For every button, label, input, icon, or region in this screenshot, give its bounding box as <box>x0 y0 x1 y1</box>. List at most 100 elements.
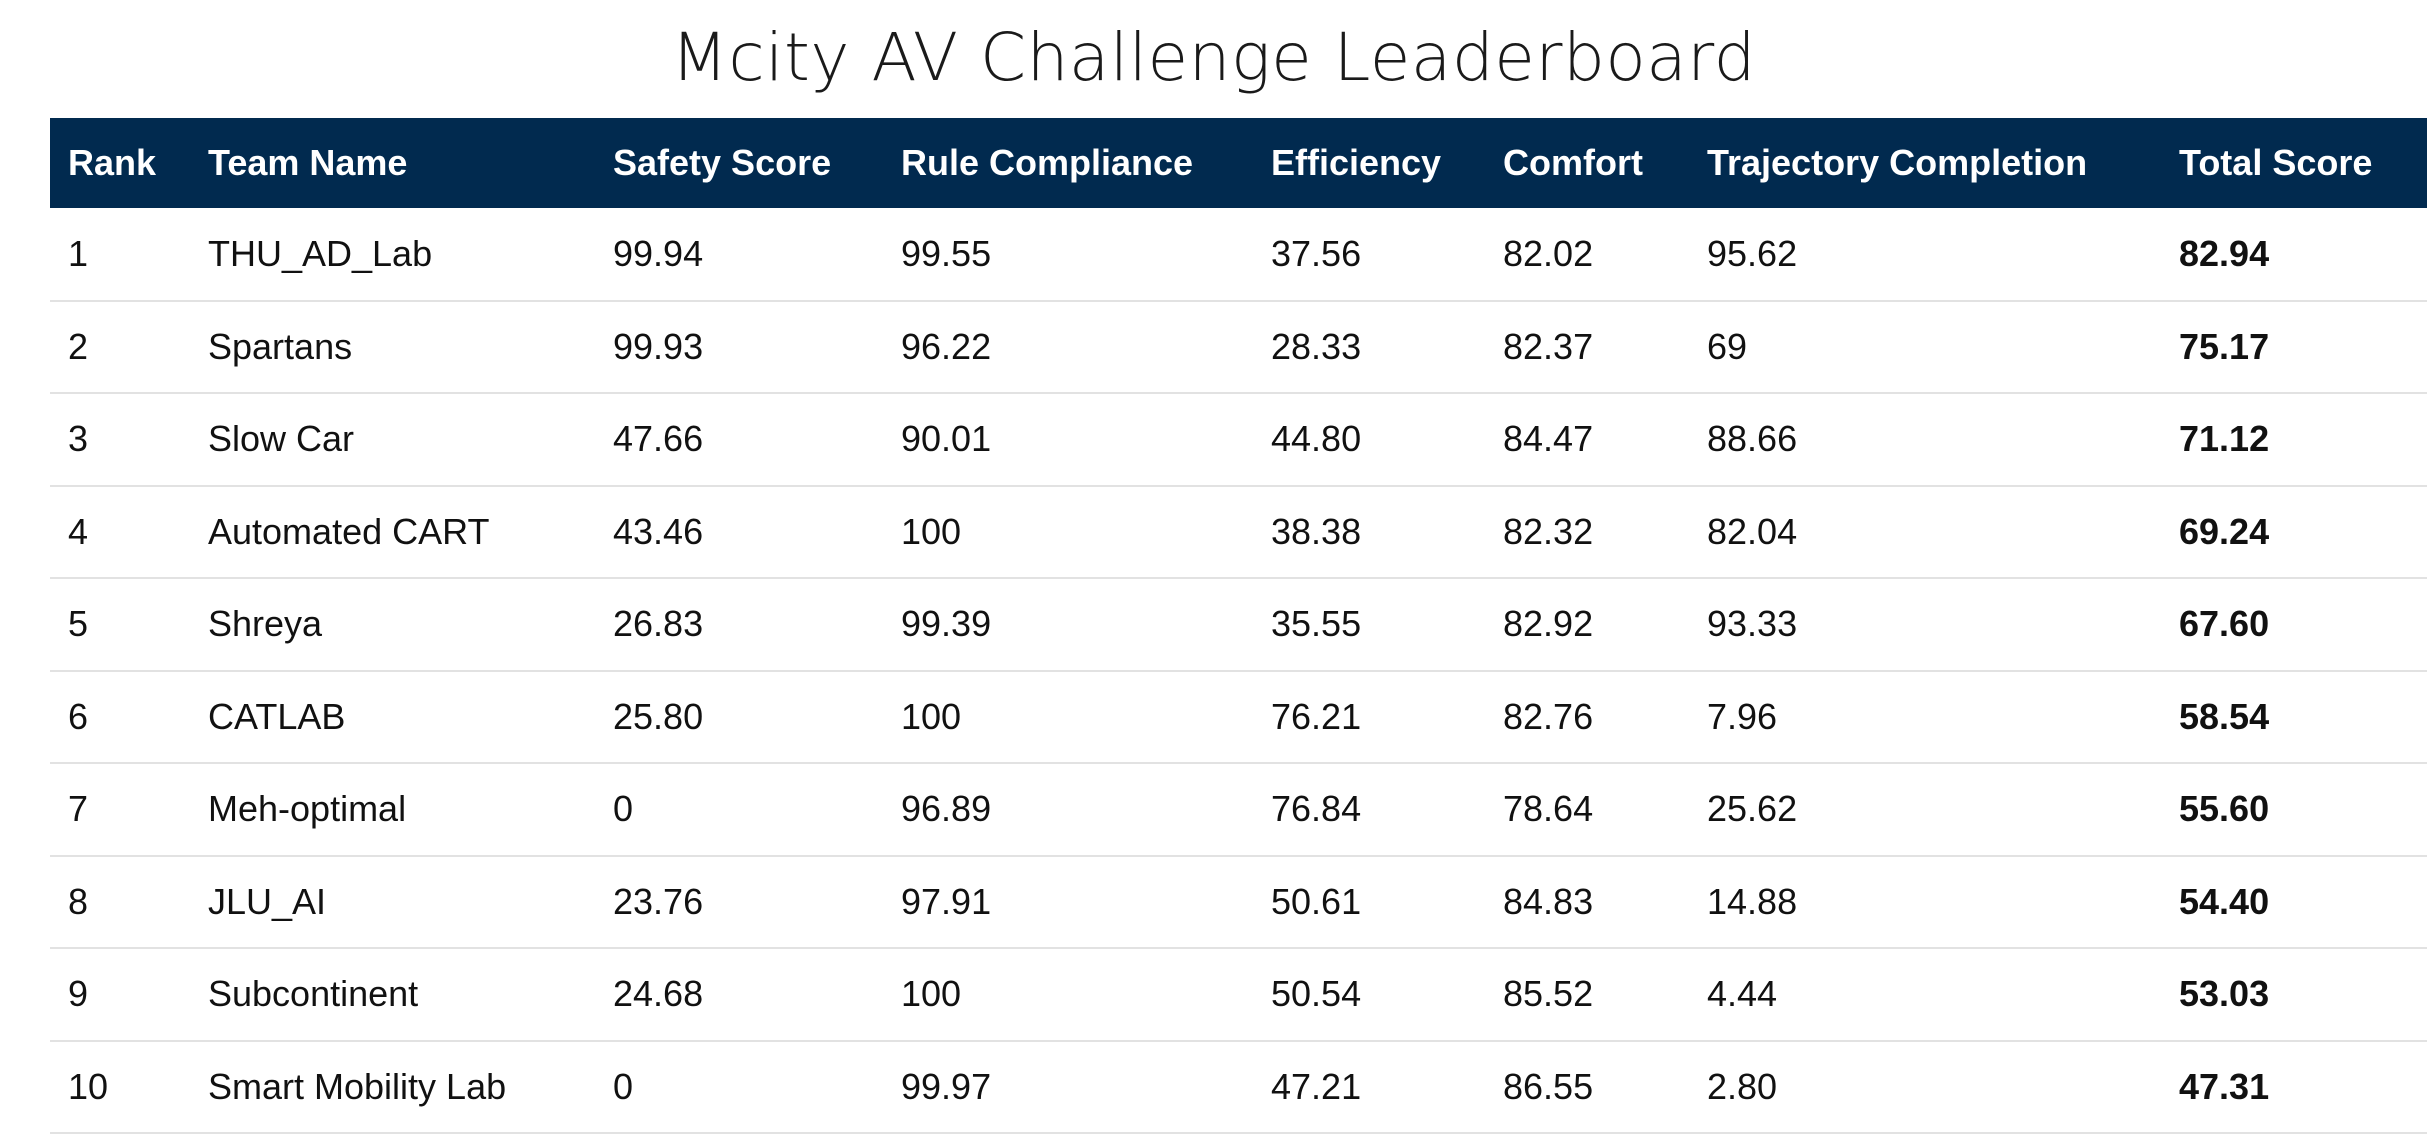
cell-efficiency: 76.84 <box>1271 788 1362 830</box>
cell-comfort: 82.02 <box>1503 232 1594 274</box>
cell-rank: 2 <box>68 325 89 367</box>
cell-total-score: 69.24 <box>2179 510 2270 552</box>
header-efficiency[interactable]: Efficiency <box>1271 142 1442 183</box>
cell-rule-compliance: 96.22 <box>901 325 992 367</box>
cell-rule-compliance: 97.91 <box>901 880 992 922</box>
cell-trajectory-completion: 88.66 <box>1707 418 1798 460</box>
cell-comfort: 82.76 <box>1503 695 1594 737</box>
leaderboard-table: Rank Team Name Safety Score Rule Complia… <box>50 118 2427 1134</box>
header-trajectory-completion[interactable]: Trajectory Completion <box>1707 142 2088 183</box>
cell-rank: 10 <box>68 1065 109 1107</box>
table-row: 7 Meh-optimal 0 96.89 76.84 78.64 25.62 … <box>50 763 2427 856</box>
cell-total-score: 55.60 <box>2179 788 2270 830</box>
header-rank[interactable]: Rank <box>68 142 157 183</box>
cell-team-name: Spartans <box>208 325 353 367</box>
cell-total-score: 82.94 <box>2179 232 2270 274</box>
cell-rank: 6 <box>68 695 89 737</box>
header-row: Rank Team Name Safety Score Rule Complia… <box>50 118 2427 208</box>
cell-rule-compliance: 100 <box>901 510 962 552</box>
header-team-name[interactable]: Team Name <box>208 142 408 183</box>
page-title: Mcity AV Challenge Leaderboard <box>670 19 1757 96</box>
cell-total-score: 47.31 <box>2179 1065 2270 1107</box>
cell-rank: 8 <box>68 880 89 922</box>
cell-efficiency: 35.55 <box>1271 603 1362 645</box>
cell-trajectory-completion: 7.96 <box>1707 695 1778 737</box>
cell-trajectory-completion: 14.88 <box>1707 880 1798 922</box>
cell-safety-score: 99.93 <box>613 325 704 367</box>
cell-safety-score: 26.83 <box>613 603 704 645</box>
cell-trajectory-completion: 93.33 <box>1707 603 1798 645</box>
cell-efficiency: 28.33 <box>1271 325 1362 367</box>
cell-comfort: 82.32 <box>1503 510 1594 552</box>
cell-safety-score: 99.94 <box>613 232 704 274</box>
cell-comfort: 82.92 <box>1503 603 1594 645</box>
cell-comfort: 86.55 <box>1503 1065 1594 1107</box>
cell-comfort: 78.64 <box>1503 788 1594 830</box>
table-row: 1 THU_AD_Lab 99.94 99.55 37.56 82.02 95.… <box>50 208 2427 301</box>
cell-total-score: 67.60 <box>2179 603 2270 645</box>
cell-rank: 1 <box>68 232 89 274</box>
cell-team-name: Automated CART <box>208 510 490 552</box>
cell-rule-compliance: 100 <box>901 695 962 737</box>
cell-rank: 3 <box>68 418 89 460</box>
table-row: 4 Automated CART 43.46 100 38.38 82.32 8… <box>50 486 2427 578</box>
cell-safety-score: 47.66 <box>613 418 704 460</box>
cell-total-score: 58.54 <box>2179 695 2270 737</box>
cell-team-name: THU_AD_Lab <box>208 232 433 274</box>
cell-team-name: Meh-optimal <box>208 788 407 830</box>
cell-comfort: 84.83 <box>1503 880 1594 922</box>
cell-trajectory-completion: 25.62 <box>1707 788 1798 830</box>
table-header: Rank Team Name Safety Score Rule Complia… <box>50 118 2427 208</box>
cell-trajectory-completion: 4.44 <box>1707 973 1778 1015</box>
cell-safety-score: 43.46 <box>613 510 704 552</box>
table-row: 6 CATLAB 25.80 100 76.21 82.76 7.96 58.5… <box>50 671 2427 763</box>
cell-safety-score: 25.80 <box>613 695 704 737</box>
cell-rule-compliance: 99.97 <box>901 1065 992 1107</box>
cell-comfort: 82.37 <box>1503 325 1594 367</box>
cell-rule-compliance: 100 <box>901 973 962 1015</box>
cell-total-score: 53.03 <box>2179 973 2270 1015</box>
cell-team-name: Shreya <box>208 603 323 645</box>
cell-rule-compliance: 90.01 <box>901 418 992 460</box>
cell-efficiency: 38.38 <box>1271 510 1362 552</box>
cell-team-name: Smart Mobility Lab <box>208 1065 507 1107</box>
cell-safety-score: 24.68 <box>613 973 704 1015</box>
cell-efficiency: 76.21 <box>1271 695 1362 737</box>
header-rule-compliance[interactable]: Rule Compliance <box>901 142 1194 183</box>
cell-safety-score: 0 <box>613 788 634 830</box>
cell-team-name: Slow Car <box>208 418 355 460</box>
cell-efficiency: 47.21 <box>1271 1065 1362 1107</box>
table-row: 2 Spartans 99.93 96.22 28.33 82.37 69 75… <box>50 301 2427 393</box>
cell-trajectory-completion: 82.04 <box>1707 510 1798 552</box>
cell-rank: 7 <box>68 788 89 830</box>
cell-total-score: 71.12 <box>2179 418 2270 460</box>
cell-comfort: 84.47 <box>1503 418 1594 460</box>
table-row: 10 Smart Mobility Lab 0 99.97 47.21 86.5… <box>50 1041 2427 1133</box>
cell-rank: 4 <box>68 510 89 552</box>
table-row: 5 Shreya 26.83 99.39 35.55 82.92 93.33 6… <box>50 578 2427 671</box>
cell-total-score: 54.40 <box>2179 880 2270 922</box>
cell-team-name: CATLAB <box>208 695 346 737</box>
cell-rule-compliance: 99.55 <box>901 232 992 274</box>
cell-trajectory-completion: 95.62 <box>1707 232 1798 274</box>
cell-comfort: 85.52 <box>1503 973 1594 1015</box>
cell-rank: 9 <box>68 973 89 1015</box>
cell-efficiency: 50.54 <box>1271 973 1362 1015</box>
cell-team-name: Subcontinent <box>208 973 419 1015</box>
header-total-score[interactable]: Total Score <box>2179 142 2373 183</box>
header-comfort[interactable]: Comfort <box>1503 142 1643 183</box>
cell-rule-compliance: 99.39 <box>901 603 992 645</box>
header-safety-score[interactable]: Safety Score <box>613 142 832 183</box>
cell-efficiency: 37.56 <box>1271 232 1362 274</box>
cell-total-score: 75.17 <box>2179 325 2270 367</box>
cell-efficiency: 44.80 <box>1271 418 1362 460</box>
cell-trajectory-completion: 2.80 <box>1707 1065 1778 1107</box>
table-body: 1 THU_AD_Lab 99.94 99.55 37.56 82.02 95.… <box>50 208 2427 1133</box>
cell-rank: 5 <box>68 603 89 645</box>
table-row: 8 JLU_AI 23.76 97.91 50.61 84.83 14.88 5… <box>50 856 2427 948</box>
table-row: 9 Subcontinent 24.68 100 50.54 85.52 4.4… <box>50 948 2427 1041</box>
cell-safety-score: 23.76 <box>613 880 704 922</box>
cell-rule-compliance: 96.89 <box>901 788 992 830</box>
cell-team-name: JLU_AI <box>208 880 327 922</box>
cell-safety-score: 0 <box>613 1065 634 1107</box>
